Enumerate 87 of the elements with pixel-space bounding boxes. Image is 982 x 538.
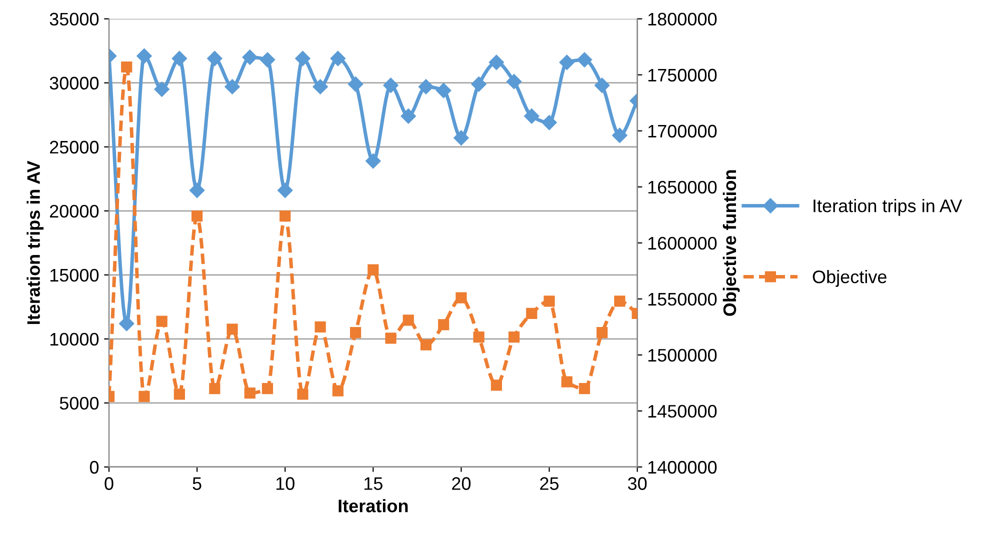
- legend-label: Iteration trips in AV: [814, 198, 962, 216]
- x-axis-title: Iteration: [338, 499, 408, 512]
- x-tick-label: 5: [192, 477, 202, 490]
- point: [436, 82, 452, 98]
- y-tick-label: 30000: [50, 76, 99, 90]
- point: [561, 376, 572, 388]
- point: [473, 331, 484, 343]
- point: [402, 314, 414, 326]
- point: [526, 308, 538, 320]
- x-tick-label: 20: [452, 477, 471, 490]
- point: [383, 78, 398, 93]
- point: [209, 383, 220, 394]
- y2-tick-label: 1550000: [648, 292, 717, 306]
- point: [366, 153, 381, 169]
- y2-tick-label: 1400000: [648, 460, 717, 474]
- point: [594, 78, 610, 93]
- y-tick-label: 20000: [50, 204, 99, 218]
- x-tick-label: 0: [104, 477, 114, 490]
- point: [614, 296, 626, 307]
- y2-tick-label: 1450000: [648, 404, 717, 418]
- point: [490, 380, 502, 391]
- point: [226, 324, 238, 335]
- point: [418, 79, 434, 94]
- y2-tick-label: 1650000: [648, 180, 717, 194]
- y2-tick-label: 1750000: [648, 68, 717, 82]
- point: [612, 128, 628, 143]
- point: [420, 339, 432, 350]
- point: [542, 114, 557, 130]
- point: [488, 54, 504, 70]
- point: [471, 76, 486, 92]
- point: [242, 50, 258, 65]
- y2-axis-title: Objective funtion: [722, 170, 740, 316]
- y-tick-label: 5000: [60, 396, 99, 410]
- point: [121, 61, 132, 73]
- x-tick-label: 30: [628, 477, 647, 490]
- point: [224, 79, 240, 94]
- point: [578, 383, 590, 394]
- point: [278, 182, 293, 198]
- point: [454, 130, 469, 146]
- point: [138, 390, 150, 402]
- point: [596, 326, 608, 338]
- point: [330, 50, 346, 66]
- point: [524, 108, 540, 124]
- y-tick-label: 35000: [50, 12, 99, 26]
- point: [295, 50, 310, 66]
- y-tick-label: 10000: [50, 332, 99, 346]
- point: [456, 292, 467, 304]
- y-axis-title: Iteration trips in AV: [26, 160, 44, 324]
- point: [260, 52, 276, 68]
- point: [207, 50, 222, 66]
- point: [192, 210, 203, 222]
- y-tick-label: 0: [90, 460, 99, 474]
- point: [314, 321, 326, 332]
- point: [136, 48, 152, 64]
- y2-tick-label: 1600000: [648, 236, 717, 250]
- point: [559, 54, 574, 70]
- y2-tick-label: 1500000: [648, 348, 717, 362]
- y-tick-label: 25000: [50, 140, 99, 154]
- point: [508, 331, 520, 343]
- point: [348, 76, 364, 92]
- point: [576, 52, 592, 68]
- point: [174, 388, 185, 400]
- point: [244, 387, 256, 399]
- point: [332, 385, 344, 396]
- point: [172, 50, 188, 66]
- y-tick-label: 15000: [50, 268, 99, 282]
- point: [544, 296, 555, 307]
- point: [119, 316, 134, 332]
- point: [297, 388, 308, 400]
- point: [262, 383, 274, 394]
- point: [156, 316, 168, 327]
- point: [385, 332, 396, 344]
- x-tick-label: 10: [276, 477, 294, 490]
- point: [350, 326, 362, 338]
- point: [154, 82, 170, 97]
- point: [189, 182, 205, 198]
- point: [368, 264, 379, 276]
- legend-label: Objective: [812, 270, 886, 287]
- point: [312, 79, 328, 94]
- point: [400, 108, 416, 124]
- x-tick-label: 15: [364, 477, 382, 490]
- x-tick-label: 25: [540, 477, 559, 490]
- y2-tick-label: 1800000: [648, 12, 717, 26]
- point: [506, 74, 522, 90]
- point: [280, 210, 291, 222]
- point: [438, 319, 450, 330]
- y2-tick-label: 1700000: [648, 124, 717, 138]
